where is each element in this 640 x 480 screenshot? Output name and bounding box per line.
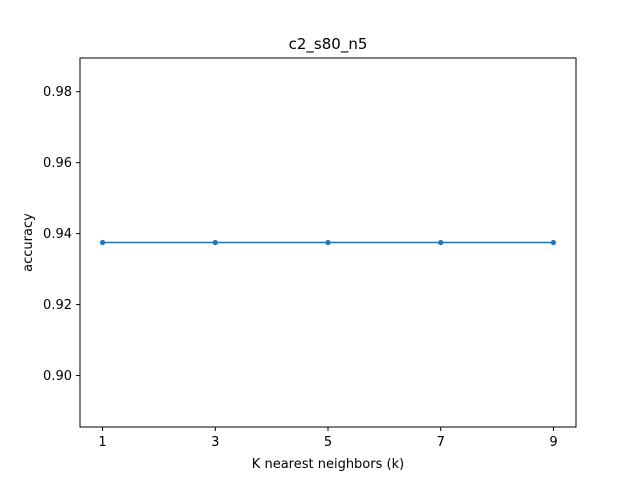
x-tick-label: 3 <box>211 435 219 450</box>
y-tick-label: 0.96 <box>43 156 72 171</box>
y-tick-label: 0.90 <box>43 369 72 384</box>
y-tick-label: 0.94 <box>43 227 72 242</box>
chart-title: c2_s80_n5 <box>289 35 368 54</box>
x-axis: 1 3 5 7 9 <box>98 427 558 450</box>
y-tick-label: 0.98 <box>43 85 72 100</box>
y-axis: 0.90 0.92 0.94 0.96 0.98 <box>43 85 80 384</box>
x-tick-label: 9 <box>549 435 557 450</box>
data-point <box>550 239 557 246</box>
data-point <box>325 239 331 246</box>
data-point <box>212 239 218 246</box>
y-tick-label: 0.92 <box>43 298 72 313</box>
x-tick-label: 5 <box>324 435 332 450</box>
x-tick-label: 7 <box>437 435 445 450</box>
data-point <box>99 239 106 246</box>
x-tick-label: 1 <box>98 435 106 450</box>
plot-area <box>99 239 557 246</box>
y-axis-title: accuracy <box>21 213 36 272</box>
x-axis-title: K nearest neighbors (k) <box>252 457 404 472</box>
data-point <box>438 239 444 246</box>
